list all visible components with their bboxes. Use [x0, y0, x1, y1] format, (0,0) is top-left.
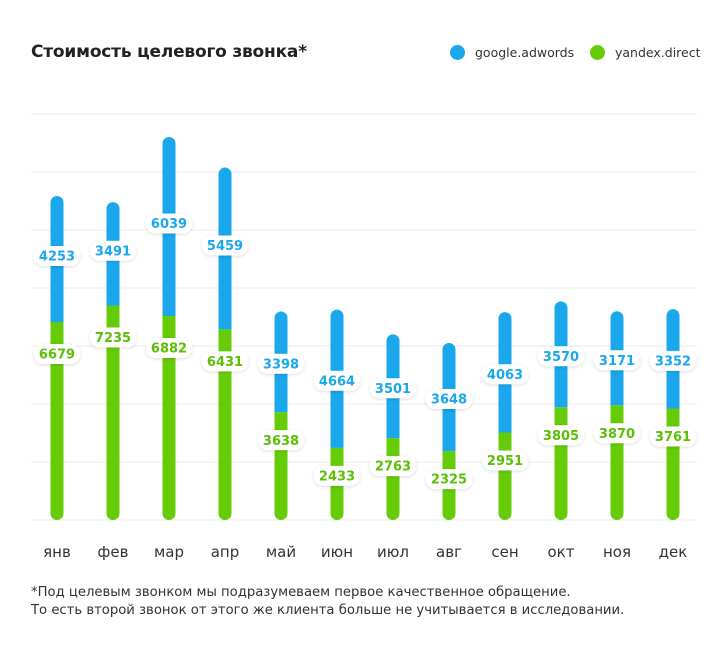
x-tick-label: июл	[377, 543, 409, 561]
x-tick-label: янв	[43, 543, 71, 561]
bar-yandex-3	[162, 316, 176, 520]
value-label-yandex-4: 6431	[201, 351, 249, 372]
x-tick-label: мар	[154, 543, 184, 561]
svg-text:6431: 6431	[207, 355, 243, 370]
bar-yandex-1	[50, 322, 64, 520]
value-label-yandex-8: 2325	[425, 469, 473, 490]
value-label-google-3: 6039	[145, 213, 193, 234]
svg-text:3352: 3352	[655, 354, 691, 369]
svg-text:3171: 3171	[599, 354, 635, 369]
legend-swatch-google	[450, 45, 465, 60]
x-tick-label: сен	[491, 543, 518, 561]
legend-item-yandex: yandex.direct	[590, 45, 701, 60]
x-tick-label: июн	[321, 543, 353, 561]
legend-item-google: google.adwords	[450, 45, 574, 60]
value-label-yandex-6: 2433	[313, 465, 361, 486]
svg-text:5459: 5459	[207, 239, 243, 254]
bar-yandex-7	[386, 438, 400, 520]
value-label-yandex-2: 7235	[89, 327, 137, 348]
chart-title: Стоимость целевого звонка*	[31, 42, 307, 62]
x-tick-label: окт	[548, 543, 575, 561]
value-label-google-11: 3171	[593, 350, 641, 371]
x-tick-label: апр	[211, 543, 240, 561]
value-label-google-5: 3398	[257, 353, 305, 374]
footnote-line-1: *Под целевым звонком мы подразумеваем пе…	[31, 585, 571, 600]
bar-yandex-4	[218, 329, 232, 520]
svg-text:4063: 4063	[487, 368, 523, 383]
svg-text:2763: 2763	[375, 460, 411, 475]
svg-text:3501: 3501	[375, 382, 411, 397]
value-label-google-7: 3501	[369, 378, 417, 399]
svg-text:3491: 3491	[95, 244, 131, 259]
legend-label-yandex: yandex.direct	[615, 45, 701, 60]
value-label-google-6: 4664	[313, 370, 361, 391]
value-label-google-10: 3570	[537, 346, 585, 367]
value-label-yandex-12: 3761	[649, 426, 697, 447]
value-label-google-9: 4063	[481, 364, 529, 385]
value-label-yandex-5: 3638	[257, 430, 305, 451]
svg-text:3761: 3761	[655, 430, 691, 445]
value-label-yandex-9: 2951	[481, 450, 529, 471]
x-tick-label: фев	[98, 543, 129, 561]
footnote-line-2: То есть второй звонок от этого же клиент…	[31, 603, 625, 618]
value-label-yandex-11: 3870	[593, 423, 641, 444]
svg-text:3570: 3570	[543, 350, 579, 365]
svg-text:6882: 6882	[151, 342, 187, 357]
x-tick-label: май	[266, 543, 296, 561]
x-tick-label: авг	[436, 543, 462, 561]
legend-swatch-yandex	[590, 45, 605, 60]
svg-text:6039: 6039	[151, 217, 187, 232]
value-label-yandex-1: 6679	[33, 344, 81, 365]
bar-yandex-12	[666, 408, 680, 520]
bar-yandex-9	[498, 432, 512, 520]
legend-label-google: google.adwords	[475, 45, 575, 60]
bar-yandex-11	[610, 405, 624, 520]
svg-text:3870: 3870	[599, 427, 635, 442]
value-label-google-1: 4253	[33, 245, 81, 266]
value-label-yandex-7: 2763	[369, 456, 417, 477]
svg-text:4253: 4253	[39, 250, 75, 265]
bar-yandex-5	[274, 412, 288, 520]
x-tick-label: дек	[659, 543, 688, 561]
value-label-google-8: 3648	[425, 389, 473, 410]
bar-yandex-2	[106, 305, 120, 520]
bar-yandex-10	[554, 407, 568, 520]
value-label-google-12: 3352	[649, 350, 697, 371]
value-label-google-4: 5459	[201, 235, 249, 256]
x-tick-label: ноя	[603, 543, 631, 561]
svg-text:3638: 3638	[263, 434, 299, 449]
svg-text:6679: 6679	[39, 348, 75, 363]
svg-text:7235: 7235	[95, 331, 131, 346]
svg-text:3398: 3398	[263, 357, 299, 372]
chart-plot: 4253 6679 3491 7235 6039 6882 5459 6431 3398 3638…	[31, 113, 697, 561]
value-label-yandex-3: 6882	[145, 338, 193, 359]
footnote: *Под целевым звонком мы подразумеваем пе…	[31, 584, 624, 620]
svg-text:4664: 4664	[319, 374, 355, 389]
svg-text:2951: 2951	[487, 454, 523, 469]
svg-text:3648: 3648	[431, 393, 467, 408]
value-label-yandex-10: 3805	[537, 425, 585, 446]
svg-text:2433: 2433	[319, 469, 355, 484]
svg-text:3805: 3805	[543, 429, 579, 444]
svg-text:2325: 2325	[431, 473, 467, 488]
value-label-google-2: 3491	[89, 240, 137, 261]
